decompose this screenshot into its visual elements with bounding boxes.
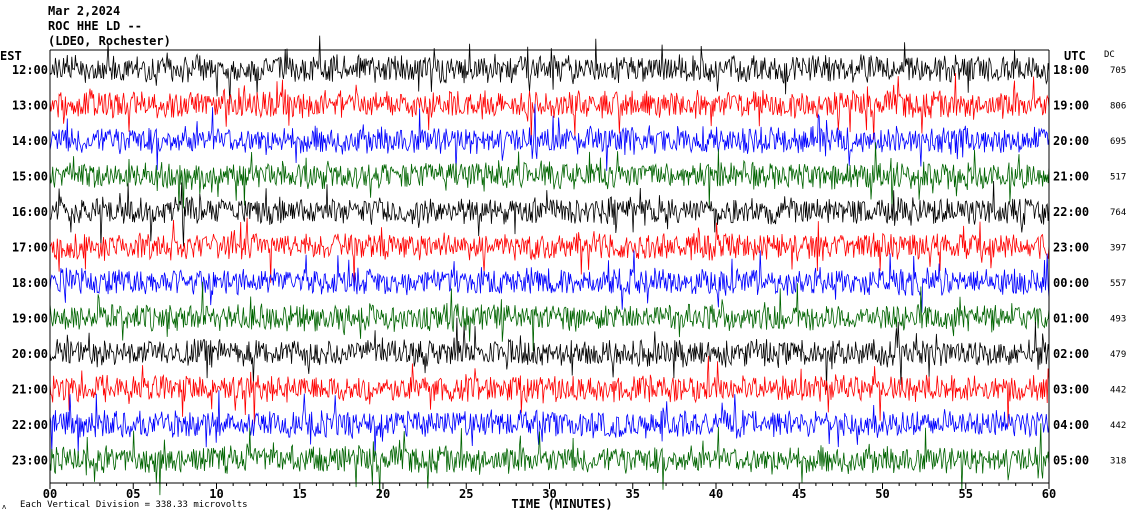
x-tick-label: 45 xyxy=(792,487,806,501)
chart-date: Mar 2,2024 xyxy=(48,4,121,18)
dc-value: 318 xyxy=(1110,457,1126,467)
right-hour-label: 00:00 xyxy=(1053,276,1089,290)
left-hour-label: 12:00 xyxy=(12,63,48,77)
x-tick-label: 40 xyxy=(709,487,723,501)
x-tick-label: 05 xyxy=(126,487,140,501)
dc-header: DC xyxy=(1104,50,1115,60)
left-hour-label: 19:00 xyxy=(12,312,48,326)
left-zone-label: EST xyxy=(0,49,22,63)
right-zone-label: UTC xyxy=(1064,49,1086,63)
trace-15:00 xyxy=(49,142,1050,210)
vertical-division-note: Each Vertical Division = 338.33 microvol… xyxy=(20,500,248,510)
dc-value: 479 xyxy=(1110,350,1126,360)
x-tick-label: 20 xyxy=(376,487,390,501)
dc-value: 493 xyxy=(1110,315,1126,325)
right-hour-label: 04:00 xyxy=(1053,418,1089,432)
station-code: ROC HHE LD -- xyxy=(48,19,142,33)
x-tick-label: 00 xyxy=(43,487,57,501)
x-tick-label: 15 xyxy=(293,487,307,501)
left-hour-label: 21:00 xyxy=(12,383,48,397)
x-tick-label: 30 xyxy=(542,487,556,501)
left-hour-label: 14:00 xyxy=(12,134,48,148)
logo-icon: ʌ xyxy=(2,503,7,511)
right-hour-label: 01:00 xyxy=(1053,312,1089,326)
dc-value: 806 xyxy=(1110,102,1126,112)
dc-value: 397 xyxy=(1110,244,1126,254)
dc-value: 442 xyxy=(1110,421,1126,431)
x-tick-label: 25 xyxy=(459,487,473,501)
trace-12:00 xyxy=(49,35,1050,104)
network-name: (LDEO, Rochester) xyxy=(48,34,171,48)
dc-value: 442 xyxy=(1110,386,1126,396)
left-hour-label: 18:00 xyxy=(12,276,48,290)
left-hour-label: 22:00 xyxy=(12,418,48,432)
right-hour-label: 05:00 xyxy=(1053,454,1089,468)
trace-16:00 xyxy=(49,180,1050,247)
right-hour-label: 02:00 xyxy=(1053,347,1089,361)
trace-13:00 xyxy=(49,73,1050,142)
x-tick-label: 10 xyxy=(209,487,223,501)
right-hour-label: 21:00 xyxy=(1053,170,1089,184)
x-axis-title: TIME (MINUTES) xyxy=(511,497,612,511)
left-hour-label: 15:00 xyxy=(12,170,48,184)
trace-21:00 xyxy=(49,355,1050,427)
left-hour-label: 17:00 xyxy=(12,241,48,255)
trace-17:00 xyxy=(49,217,1050,283)
trace-20:00 xyxy=(49,317,1050,391)
dc-value: 764 xyxy=(1110,208,1126,218)
dc-value: 705 xyxy=(1110,66,1126,76)
right-hour-label: 18:00 xyxy=(1053,63,1089,77)
trace-23:00 xyxy=(49,423,1050,496)
trace-18:00 xyxy=(49,250,1050,313)
left-hour-label: 20:00 xyxy=(12,347,48,361)
right-hour-label: 19:00 xyxy=(1053,99,1089,113)
dc-value: 517 xyxy=(1110,173,1126,183)
left-hour-label: 13:00 xyxy=(12,99,48,113)
right-hour-label: 03:00 xyxy=(1053,383,1089,397)
dc-value: 557 xyxy=(1110,279,1126,289)
right-hour-label: 22:00 xyxy=(1053,205,1089,219)
x-tick-label: 55 xyxy=(959,487,973,501)
right-hour-label: 20:00 xyxy=(1053,134,1089,148)
dc-value: 695 xyxy=(1110,137,1126,147)
trace-22:00 xyxy=(49,390,1050,456)
left-hour-label: 16:00 xyxy=(12,205,48,219)
trace-19:00 xyxy=(49,281,1050,352)
x-tick-label: 50 xyxy=(875,487,889,501)
x-tick-label: 35 xyxy=(626,487,640,501)
left-hour-label: 23:00 xyxy=(12,454,48,468)
trace-14:00 xyxy=(49,103,1050,171)
right-hour-label: 23:00 xyxy=(1053,241,1089,255)
x-tick-label: 60 xyxy=(1042,487,1056,501)
